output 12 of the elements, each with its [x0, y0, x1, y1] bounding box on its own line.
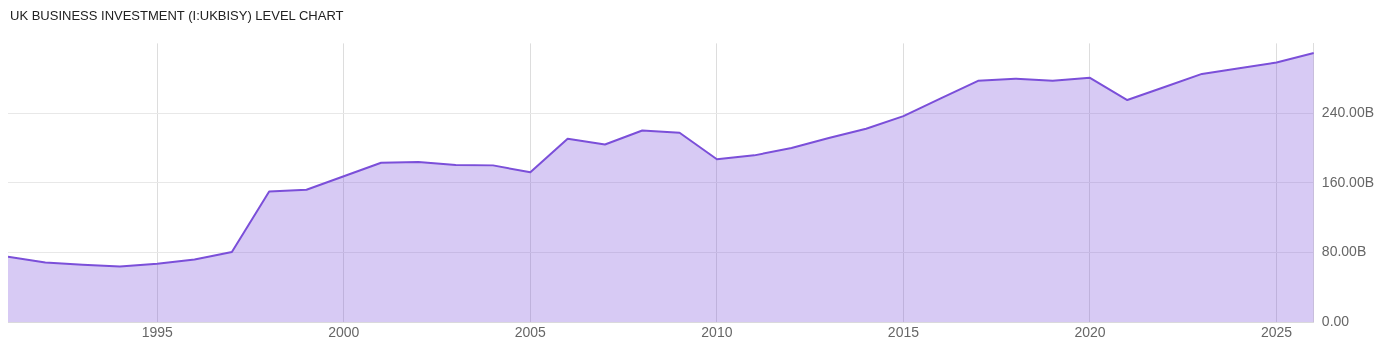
y-tick-label: 0.00 [1321, 313, 1350, 330]
x-tick-label: 2000 [328, 324, 360, 341]
x-tick-label: 2025 [1260, 324, 1293, 341]
x-tick-label: 2005 [514, 324, 547, 341]
y-tick-label: 80.00B [1321, 243, 1367, 260]
x-tick-label: 2015 [887, 324, 920, 341]
x-tick-label: 1995 [141, 324, 174, 341]
y-tick-label: 160.00B [1321, 173, 1375, 190]
chart-title: UK BUSINESS INVESTMENT (I:UKBISY) LEVEL CHART [10, 8, 345, 23]
x-tick-label: 2010 [701, 324, 733, 341]
x-tick-label: 2020 [1074, 324, 1106, 341]
y-tick-label: 240.00B [1321, 103, 1375, 120]
